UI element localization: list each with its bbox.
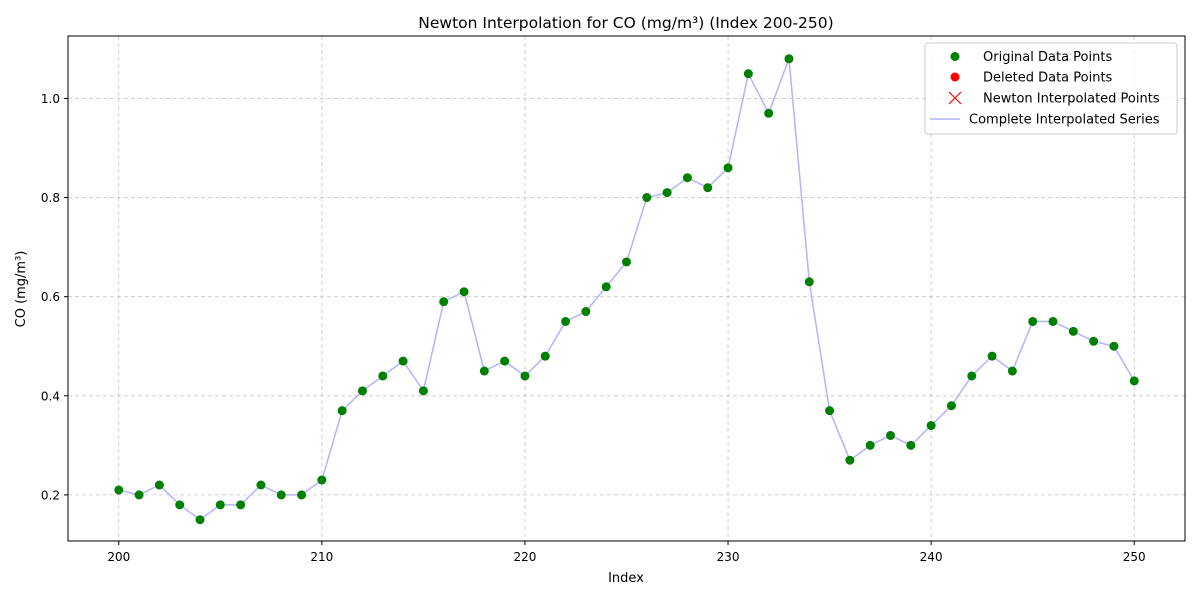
- data-point: [682, 173, 692, 183]
- x-axis-label: Index: [608, 571, 644, 586]
- x-tick-label: 250: [1123, 550, 1146, 564]
- data-point: [418, 386, 428, 396]
- data-point: [1028, 316, 1038, 326]
- data-point: [479, 366, 489, 376]
- data-point: [825, 406, 835, 416]
- data-point: [723, 163, 733, 173]
- data-point: [784, 54, 794, 64]
- y-tick-label: 0.4: [41, 389, 60, 403]
- data-point: [357, 386, 367, 396]
- data-point: [236, 500, 246, 510]
- data-point: [256, 480, 266, 490]
- data-point: [439, 297, 449, 307]
- data-point: [622, 257, 631, 267]
- chart-title: Newton Interpolation for CO (mg/m³) (Ind…: [418, 14, 833, 32]
- axis-ticks: 200 210 220 230 240 250 0.2 0.4 0.6 0.8 1.0: [41, 92, 1146, 564]
- data-point: [1109, 341, 1119, 351]
- data-point: [134, 490, 144, 500]
- legend-original-marker: [950, 52, 960, 61]
- data-point: [967, 371, 977, 381]
- legend: Original Data Points Deleted Data Points…: [924, 42, 1178, 135]
- data-point: [743, 69, 753, 79]
- data-point: [601, 282, 611, 292]
- data-point: [946, 401, 956, 411]
- x-tick-label: 240: [920, 550, 943, 564]
- data-point: [926, 421, 936, 431]
- y-axis-label: CO (mg/m³): [14, 251, 29, 328]
- data-point: [642, 193, 652, 203]
- data-point: [1129, 376, 1139, 386]
- legend-deleted-marker: [950, 72, 960, 82]
- data-point: [114, 485, 124, 495]
- data-point: [276, 490, 286, 500]
- legend-original-label: Original Data Points: [983, 50, 1112, 65]
- y-tick-label: 0.6: [41, 290, 60, 304]
- data-point: [845, 455, 855, 465]
- data-point: [662, 188, 672, 198]
- x-tick-label: 230: [717, 550, 740, 564]
- data-point: [764, 108, 774, 118]
- data-point: [520, 371, 530, 381]
- data-point: [398, 356, 408, 366]
- grid: [68, 36, 1185, 541]
- y-tick-label: 1.0: [41, 92, 60, 106]
- data-point: [378, 371, 388, 381]
- data-point: [195, 515, 205, 525]
- data-point: [581, 307, 591, 317]
- data-point: [459, 287, 469, 297]
- data-point: [987, 351, 997, 361]
- x-tick-label: 210: [310, 550, 333, 564]
- data-point: [804, 277, 814, 287]
- data-point: [317, 475, 327, 485]
- data-point: [886, 430, 896, 440]
- data-point: [540, 351, 550, 361]
- data-point: [703, 183, 713, 193]
- y-tick-label: 0.8: [41, 191, 60, 205]
- data-point: [337, 406, 347, 416]
- data-point: [906, 440, 916, 450]
- x-tick-label: 220: [514, 550, 537, 564]
- data-point: [561, 316, 571, 326]
- data-point: [1007, 366, 1017, 376]
- data-point: [297, 490, 307, 500]
- y-tick-label: 0.2: [41, 488, 60, 502]
- legend-box: [924, 42, 1178, 135]
- data-point: [1068, 326, 1078, 336]
- data-point: [1089, 336, 1099, 346]
- data-point: [500, 356, 510, 366]
- data-point: [215, 500, 225, 510]
- original-data-markers: [114, 54, 1139, 525]
- data-point: [865, 440, 875, 450]
- data-point: [175, 500, 185, 510]
- plot-frame: [67, 35, 1186, 542]
- legend-newton-x-marker: [948, 91, 962, 105]
- data-point: [1048, 316, 1058, 326]
- legend-newton-label: Newton Interpolated Points: [983, 92, 1160, 107]
- legend-series-label: Complete Interpolated Series: [969, 113, 1160, 128]
- x-tick-label: 200: [107, 550, 130, 564]
- legend-deleted-label: Deleted Data Points: [983, 71, 1113, 86]
- data-point: [154, 480, 164, 490]
